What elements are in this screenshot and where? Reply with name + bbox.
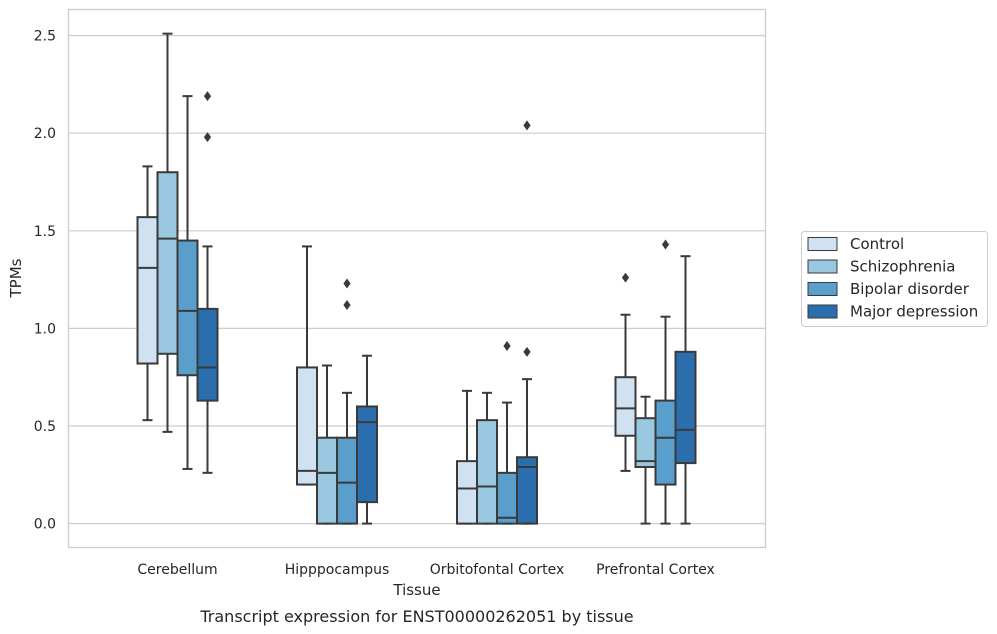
legend-label: Major depression bbox=[850, 303, 978, 321]
x-tick-labels: Cerebellum Hipppocampus Orbitofontal Corte… bbox=[137, 562, 714, 578]
box-control bbox=[614, 272, 637, 472]
plot-frame bbox=[67, 8, 767, 549]
box-body bbox=[296, 366, 318, 486]
box-control bbox=[136, 165, 159, 422]
box-body bbox=[176, 239, 199, 377]
box-body bbox=[196, 307, 219, 402]
outlier-point bbox=[661, 239, 670, 250]
y-tick-label: 0.5 bbox=[34, 419, 56, 435]
x-tick-label: Orbitofontal Cortex bbox=[430, 562, 565, 578]
box-schizophrenia bbox=[634, 395, 657, 525]
legend-label: Control bbox=[850, 235, 904, 253]
box-bipolar-disorder bbox=[336, 278, 358, 525]
box-bipolar-disorder bbox=[496, 340, 518, 525]
legend-label: Bipolar disorder bbox=[850, 280, 970, 298]
legend-swatch bbox=[807, 259, 838, 274]
box-body bbox=[156, 171, 179, 355]
x-tick-label: Cerebellum bbox=[137, 562, 217, 578]
box-body bbox=[516, 456, 538, 525]
box-major-depression bbox=[356, 354, 378, 525]
box-major-depression bbox=[196, 91, 219, 474]
y-tick-label: 2.5 bbox=[34, 29, 56, 45]
x-tick-label: Prefrontal Cortex bbox=[596, 562, 715, 578]
box-body bbox=[654, 399, 677, 486]
outlier-point bbox=[503, 340, 511, 351]
y-tick-labels: 0.0 0.5 1.0 1.5 2.0 2.5 bbox=[34, 29, 56, 533]
box-body bbox=[356, 405, 378, 504]
outlier-point bbox=[621, 272, 630, 283]
box-schizophrenia bbox=[316, 364, 338, 525]
y-tick-label: 0.0 bbox=[34, 517, 56, 533]
figure-caption: Transcript expression for ENST0000026205… bbox=[199, 607, 633, 626]
box-body bbox=[476, 419, 498, 525]
box-schizophrenia bbox=[156, 32, 179, 433]
box-body bbox=[634, 417, 657, 468]
box-control bbox=[456, 389, 478, 525]
legend-swatch bbox=[807, 237, 838, 251]
y-axis-label: TPMs bbox=[7, 258, 25, 298]
legend-label: Schizophrenia bbox=[850, 258, 955, 276]
outlier-point bbox=[343, 278, 351, 289]
box-body bbox=[136, 216, 159, 365]
outlier-point bbox=[523, 120, 531, 131]
outlier-point bbox=[203, 91, 212, 102]
box-body bbox=[674, 350, 697, 465]
boxes bbox=[136, 32, 697, 525]
y-tick-label: 2.0 bbox=[34, 126, 56, 142]
box-body bbox=[336, 436, 358, 525]
legend-frame bbox=[801, 231, 988, 327]
box-body bbox=[614, 376, 637, 437]
box-body bbox=[316, 436, 338, 525]
box-control bbox=[296, 245, 318, 486]
legend-swatch bbox=[807, 282, 838, 296]
y-tick-label: 1.0 bbox=[34, 321, 56, 337]
box-body bbox=[456, 460, 478, 525]
box-schizophrenia bbox=[476, 391, 498, 525]
legend: Control Schizophrenia Bipolar disorder Majo… bbox=[801, 231, 988, 327]
x-tick-label: Hipppocampus bbox=[285, 562, 390, 578]
outlier-point bbox=[343, 299, 351, 310]
legend-swatch bbox=[807, 304, 838, 319]
x-axis-label: Tissue bbox=[392, 581, 440, 599]
box-body bbox=[496, 471, 518, 525]
box-bipolar-disorder bbox=[176, 95, 199, 470]
box-major-depression bbox=[674, 255, 697, 525]
y-tick-label: 1.5 bbox=[34, 224, 56, 240]
outlier-point bbox=[523, 346, 531, 357]
box-bipolar-disorder bbox=[654, 239, 677, 525]
outlier-point bbox=[203, 132, 212, 143]
box-major-depression bbox=[516, 120, 538, 525]
